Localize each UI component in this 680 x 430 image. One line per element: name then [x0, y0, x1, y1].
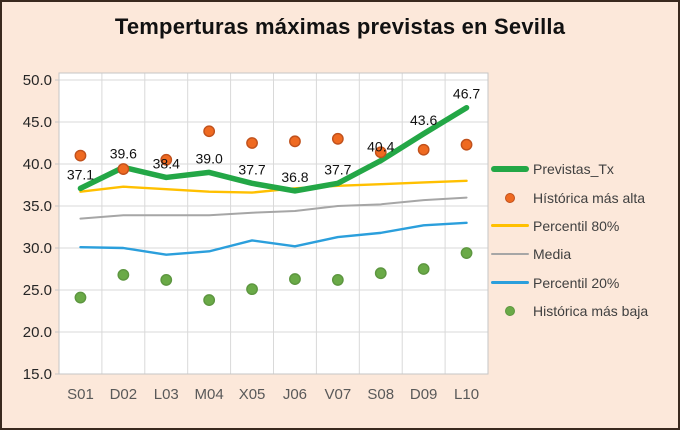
legend-label: Percentil 20% — [533, 274, 620, 291]
x-tick-label: X05 — [239, 386, 266, 403]
y-tick-label: 20.0 — [23, 324, 52, 341]
data-point — [460, 247, 473, 259]
legend-item-historica-mas-baja: Histórica más baja — [491, 297, 677, 325]
series-historica-mas-alta-points — [74, 125, 473, 175]
data-point — [331, 274, 344, 286]
data-point — [331, 132, 344, 145]
legend-label: Hístórica más alta — [533, 189, 646, 206]
data-point — [417, 143, 430, 156]
x-tick-label: S01 — [67, 386, 94, 403]
x-tick-label: L03 — [154, 386, 179, 403]
legend-marker-shape — [491, 253, 529, 256]
legend-item-historica-mas-alta: Hístórica más alta — [491, 183, 677, 211]
data-point — [374, 146, 387, 159]
series-previstas-tx-data-labels: 37.1 39.6 38.4 39.0 37.7 36.8 37.7 40.4 43.6 46.7 — [67, 86, 481, 185]
series-historica-mas-baja-points — [74, 247, 473, 306]
y-axis-ticks — [55, 79, 59, 375]
data-label: 37.7 — [238, 161, 265, 177]
data-label: 39.6 — [110, 145, 137, 161]
data-label: 36.8 — [281, 169, 308, 185]
legend-item-percentil-20: Percentil 20% — [491, 269, 677, 297]
chart-title: Temperturas máximas previstas en Sevilla — [114, 14, 566, 39]
data-point — [460, 138, 473, 151]
x-tick-label: D09 — [410, 386, 438, 403]
data-point — [160, 274, 173, 286]
legend-marker-media-line-icon — [491, 247, 529, 261]
data-point — [246, 283, 258, 296]
legend-marker-shape — [491, 224, 529, 228]
legend-marker-historica-mas-alta-dot-icon — [491, 191, 529, 205]
x-tick-label: M04 — [195, 386, 224, 403]
legend-marker-shape — [505, 306, 515, 317]
y-tick-label: 15.0 — [23, 366, 52, 383]
data-label: 38.4 — [153, 155, 180, 171]
x-tick-label: D02 — [110, 386, 138, 403]
data-label: 43.6 — [410, 112, 437, 128]
legend-marker-shape — [491, 281, 529, 285]
x-axis-labels: S01 D02 L03 M04 X05 J06 V07 S08 D09 L10 — [67, 386, 479, 403]
y-tick-label: 40.0 — [23, 156, 52, 173]
chart-legend: Previstas_Tx Hístórica más alta Percentil … — [491, 155, 677, 325]
legend-item-percentil-80: Percentil 80% — [491, 212, 677, 240]
legend-marker-percentil-80-line-icon — [491, 219, 529, 233]
data-point — [74, 291, 87, 304]
data-label: 40.4 — [367, 139, 394, 155]
data-point — [289, 273, 301, 285]
x-tick-label: L10 — [454, 386, 479, 403]
y-tick-label: 25.0 — [23, 282, 52, 299]
legend-marker-percentil-20-line-icon — [491, 276, 529, 290]
data-label: 37.7 — [324, 161, 351, 177]
legend-item-previstas-tx: Previstas_Tx — [491, 155, 677, 183]
legend-marker-shape — [505, 192, 515, 203]
legend-item-media: Media — [491, 240, 677, 268]
data-point — [117, 268, 130, 281]
series-media-line — [79, 196, 468, 220]
data-point — [417, 263, 430, 275]
data-label: 39.0 — [196, 150, 223, 166]
legend-label: Percentil 80% — [533, 217, 620, 234]
y-axis-labels: 50.0 45.0 40.0 35.0 30.0 25.0 20.0 15.0 — [23, 72, 52, 383]
y-tick-label: 30.0 — [23, 240, 52, 257]
data-point — [160, 153, 173, 166]
data-label: 37.1 — [67, 166, 94, 182]
legend-marker-shape — [491, 166, 529, 172]
legend-label: Media — [533, 246, 572, 263]
legend-label: Previstas_Tx — [533, 161, 614, 178]
y-tick-label: 45.0 — [23, 114, 52, 131]
data-point — [117, 163, 130, 175]
data-point — [289, 135, 301, 148]
data-label: 46.7 — [453, 86, 480, 102]
legend-label: Histórica más baja — [533, 303, 649, 320]
legend-marker-previstas-tx-line-icon — [491, 162, 529, 176]
plot-border — [58, 72, 489, 375]
y-tick-label: 35.0 — [23, 198, 52, 215]
data-point — [74, 149, 87, 162]
data-point — [246, 137, 258, 149]
series-percentil-20-line — [79, 221, 468, 256]
series-previstas-tx-line — [77, 104, 470, 194]
x-tick-label: V07 — [324, 386, 351, 403]
legend-marker-historica-mas-baja-dot-icon — [491, 304, 529, 318]
x-tick-label: S08 — [367, 386, 394, 403]
y-tick-label: 50.0 — [23, 72, 52, 89]
data-point — [203, 294, 216, 306]
data-point — [374, 267, 387, 280]
data-point — [203, 125, 216, 138]
series-percentil-80-line — [79, 179, 468, 194]
x-tick-label: J06 — [283, 386, 307, 403]
